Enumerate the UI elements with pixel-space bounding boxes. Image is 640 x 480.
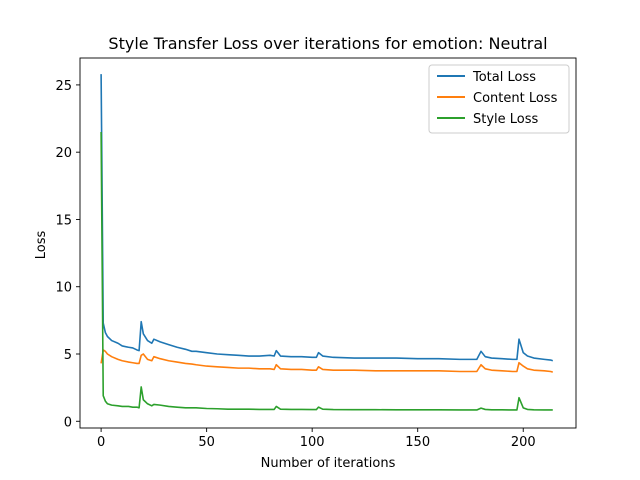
y-tick-label: 25 — [55, 79, 72, 94]
x-tick-label: 50 — [198, 435, 215, 450]
x-tick-label: 200 — [511, 435, 536, 450]
x-axis: 0 50 100 150 200 — [97, 428, 536, 450]
x-tick-label: 150 — [405, 435, 430, 450]
y-tick-label: 10 — [55, 281, 72, 296]
chart-title: Style Transfer Loss over iterations for … — [108, 34, 547, 53]
series-line-0 — [100, 74, 554, 362]
y-tick-label: 5 — [64, 348, 72, 363]
legend-label: Total Loss — [472, 70, 536, 85]
legend-label: Style Loss — [473, 112, 539, 127]
x-tick-label: 0 — [97, 435, 105, 450]
y-tick-label: 20 — [55, 146, 72, 161]
x-axis-label: Number of iterations — [261, 456, 396, 471]
plot-frame — [79, 57, 577, 429]
legend: Total Loss Content Loss Style Loss — [428, 64, 570, 134]
legend-box — [428, 64, 570, 134]
x-tick-label: 100 — [300, 435, 325, 450]
y-tick-label: 15 — [55, 213, 72, 228]
series-line-1 — [100, 349, 554, 373]
y-axis-label: Loss — [34, 231, 49, 260]
series-line-2 — [100, 131, 553, 411]
y-tick-label: 0 — [64, 415, 72, 430]
plot-area — [79, 57, 577, 429]
y-axis: 0 5 10 15 20 25 — [55, 79, 80, 430]
legend-label: Content Loss — [473, 91, 558, 106]
